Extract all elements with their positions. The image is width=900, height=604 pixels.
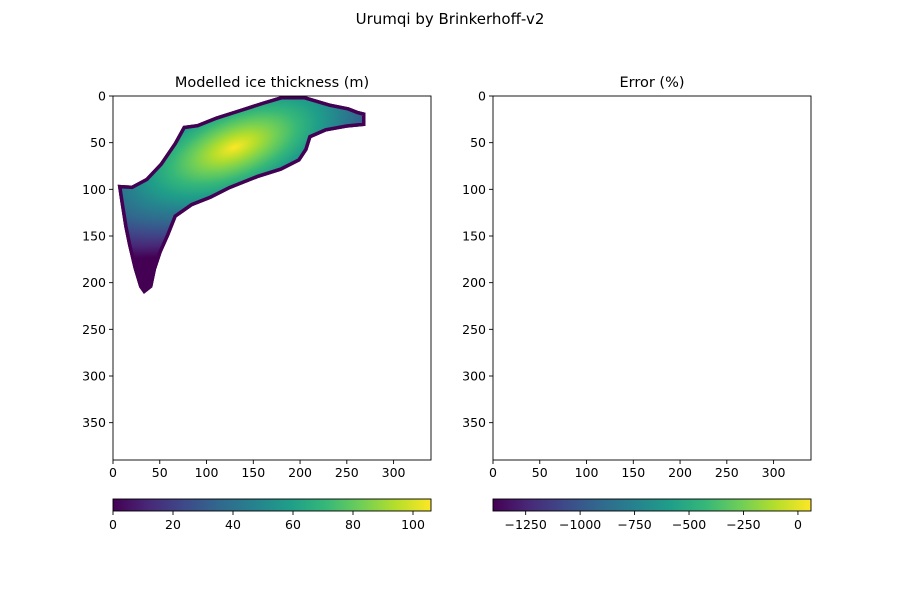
colorbar-gradient (492, 498, 812, 512)
y-tick-label: 300 (82, 369, 106, 384)
y-tick-label: 0 (478, 89, 486, 104)
colorbar-tick-label: 60 (285, 517, 301, 532)
x-tick-label: 200 (288, 465, 312, 480)
x-tick-label: 50 (152, 465, 168, 480)
y-tick-label: 250 (82, 322, 106, 337)
x-tick-label: 250 (335, 465, 359, 480)
colorbar-tick-label: −750 (617, 517, 651, 532)
glacier-body (117, 96, 366, 294)
y-tick-label: 50 (470, 135, 486, 150)
x-tick-label: 0 (109, 465, 117, 480)
chart-title: Error (%) (619, 75, 684, 91)
y-tick-label: 200 (82, 275, 106, 290)
y-tick-label: 100 (462, 182, 486, 197)
y-tick-label: 0 (98, 89, 106, 104)
x-tick-label: 200 (668, 465, 692, 480)
y-tick-label: 350 (462, 415, 486, 430)
x-tick-label: 150 (241, 465, 265, 480)
chart-panel-2: Error (%) 0 50 100 150 200 250 300 0 50 100 150 200 2… (462, 75, 812, 532)
y-tick-label: 150 (82, 229, 106, 244)
x-tick-label: 50 (532, 465, 548, 480)
colorbar-tick-label: −250 (726, 517, 760, 532)
y-tick-label: 150 (462, 229, 486, 244)
y-tick-label: 50 (90, 135, 106, 150)
colorbar-tick-label: 0 (794, 517, 802, 532)
colorbar-tick-label: 0 (109, 517, 117, 532)
colorbar-tick-label: 20 (165, 517, 181, 532)
y-tick-label: 250 (462, 322, 486, 337)
x-tick-label: 150 (621, 465, 645, 480)
chart-panel-1: Modelled ice thickness (m)0 50 100 150 200 25… (82, 75, 432, 532)
x-tick-label: 250 (715, 465, 739, 480)
y-tick-label: 300 (462, 369, 486, 384)
colorbar-tick-label: 80 (345, 517, 361, 532)
x-tick-label: 300 (382, 465, 406, 480)
colorbar-tick-label: 100 (401, 517, 425, 532)
x-tick-label: 100 (575, 465, 599, 480)
colorbar-tick-label: 40 (225, 517, 241, 532)
y-tick-label: 100 (82, 182, 106, 197)
plot-frame (492, 95, 812, 461)
colorbar-tick-label: −500 (672, 517, 706, 532)
colorbar-gradient (112, 498, 432, 512)
x-tick-label: 0 (489, 465, 497, 480)
colorbar: −1250 −1000 −750 −500 −250 0 (492, 498, 812, 532)
colorbar-tick-label: −1000 (559, 517, 601, 532)
x-tick-label: 100 (195, 465, 219, 480)
plot-area (493, 96, 811, 460)
chart-title: Modelled ice thickness (m) (175, 75, 369, 91)
figure-suptitle: Urumqi by Brinkerhoff-v2 (356, 10, 545, 28)
y-tick-label: 200 (462, 275, 486, 290)
colorbar-tick-label: −1250 (505, 517, 547, 532)
plot-frame (112, 95, 432, 461)
y-tick-label: 350 (82, 415, 106, 430)
x-tick-label: 300 (762, 465, 786, 480)
colorbar: 0 20 40 60 80 100 (109, 498, 432, 532)
